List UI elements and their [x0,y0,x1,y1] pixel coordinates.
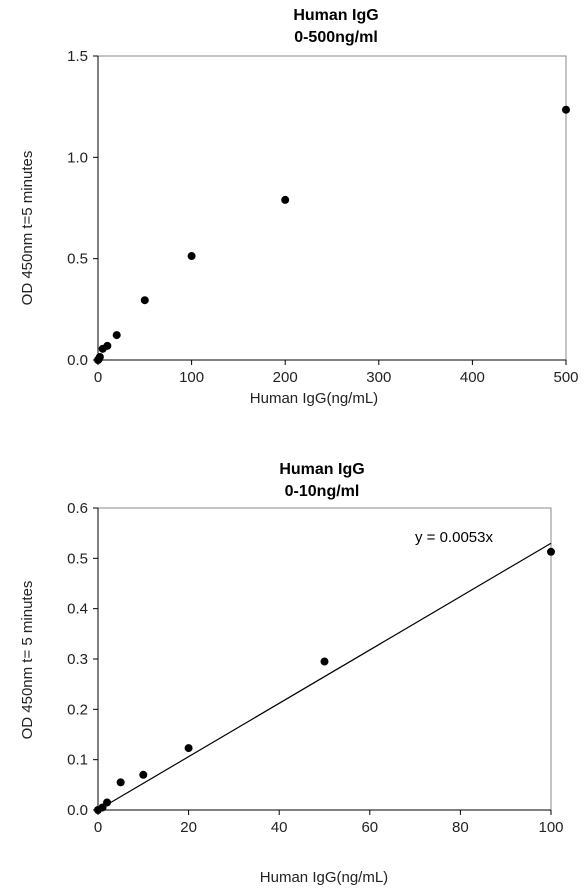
y-tick-label: 0.1 [67,752,88,769]
chart-1-plot-frame [97,55,567,361]
data-point [281,195,290,204]
x-tick-label: 300 [366,369,391,386]
y-tick-label: 0.5 [67,550,88,567]
x-tick-label: 0 [94,369,102,386]
x-tick-label: 200 [273,369,298,386]
x-tick-label: 80 [452,819,469,836]
data-point [562,105,570,114]
data-point [187,252,196,261]
x-tick-label: 400 [460,369,485,386]
data-point [139,770,148,779]
chart-1-x-ticks: 0 100 200 300 400 500 [94,360,579,386]
chart-2: Human IgG 0-10ng/ml 0.00.10.20.30.40.50.… [19,461,564,886]
chart-1-title-line-2: 0-500ng/ml [294,29,378,46]
chart-2-points [94,547,555,814]
x-tick-label: 60 [361,819,378,836]
chart-2-x-ticks: 0 20 40 60 80 100 [94,810,564,836]
data-point [547,547,555,556]
y-tick-label: 1.0 [67,149,88,166]
data-point [103,341,112,350]
y-tick-label: 1.5 [67,48,88,65]
y-tick-label: 0.4 [67,601,88,618]
x-tick-label: 0 [94,819,102,836]
chart-1-y-axis-label: OD 450nm t=5 minutes [19,151,36,306]
data-point [140,296,149,305]
chart-2-title-line-2: 0-10ng/ml [285,483,360,500]
x-tick-label: 100 [538,819,563,836]
x-tick-label: 500 [553,369,578,386]
data-point [320,657,329,666]
y-tick-label: 0.2 [67,701,88,718]
data-point [116,778,125,787]
y-tick-label: 0.0 [67,802,88,819]
chart-1: Human IgG 0-500ng/ml 0.0 0.5 1.0 1.5 0 100 20… [19,7,579,407]
chart-2-x-axis-label: Human IgG(ng/mL) [260,869,388,886]
x-tick-label: 100 [179,369,204,386]
y-tick-label: 0.6 [67,500,88,517]
data-point [112,331,121,340]
data-point [184,744,193,753]
chart-2-y-axis-label: OD 450nm t= 5 minutes [19,581,36,740]
data-point [95,352,104,361]
chart-1-title-line-1: Human IgG [293,7,378,24]
y-tick-label: 0.5 [67,251,88,268]
data-point [103,798,112,807]
chart-2-trendline-equation: y = 0.0053x [415,529,493,546]
chart-2-trendline [97,542,552,811]
x-tick-label: 40 [271,819,288,836]
y-tick-label: 0.3 [67,651,88,668]
chart-1-points [94,105,570,364]
chart-1-x-axis-label: Human IgG(ng/mL) [250,390,378,407]
x-tick-label: 20 [180,819,197,836]
chart-1-y-ticks: 0.0 0.5 1.0 1.5 [67,48,98,369]
y-tick-label: 0.0 [67,352,88,369]
chart-2-title-line-1: Human IgG [279,461,364,478]
chart-2-y-ticks: 0.0 0.1 0.2 0.3 0.4 0.5 0.6 [67,500,98,819]
